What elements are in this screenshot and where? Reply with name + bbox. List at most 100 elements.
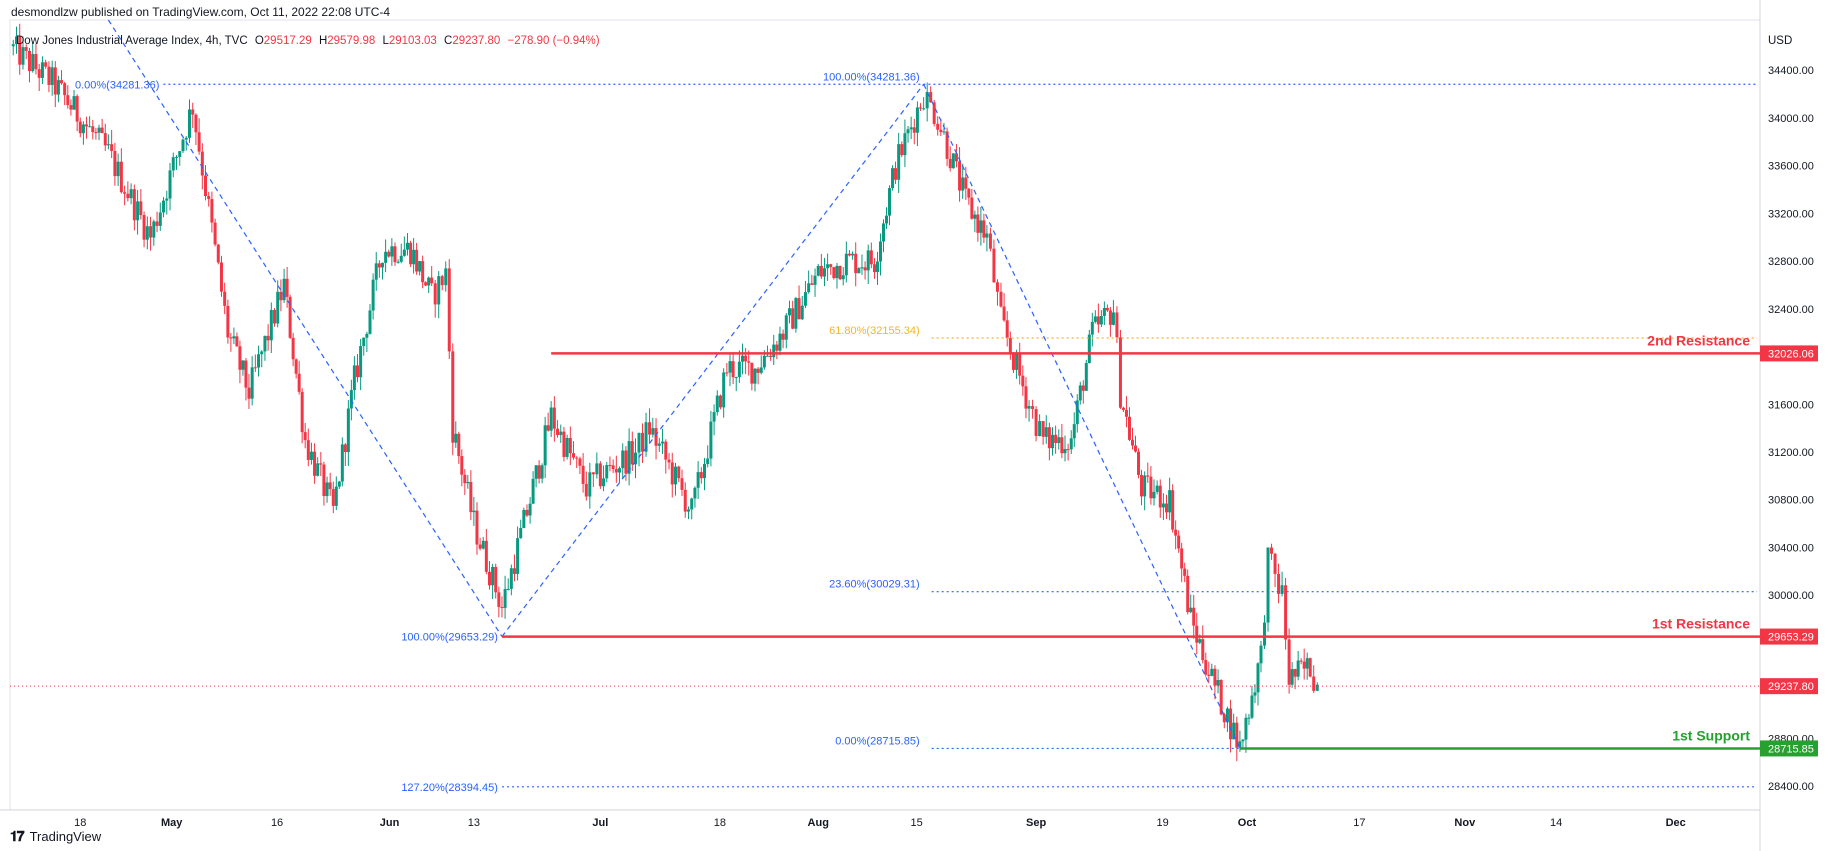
candle-body [500,606,504,608]
candle-body [88,126,92,128]
candle-body [509,568,513,589]
candle-body [784,315,788,340]
candle-body [588,472,592,497]
candle-body [226,305,230,338]
candle-body [1204,660,1208,675]
candle-body [552,407,556,429]
candle-body [614,469,618,473]
candle-body [677,466,681,479]
candle-body [297,373,301,392]
candle-body [945,131,949,159]
candle-body [444,268,448,286]
candle-body [63,83,67,96]
candle-body [27,50,31,72]
candle-body [775,344,779,351]
candle-body [1087,334,1091,364]
candle-body [197,132,201,152]
candle-body [253,367,257,369]
open-label: O [254,35,264,47]
candle-body [276,291,280,324]
last-price-tag [1760,678,1818,695]
candle-body [142,215,146,240]
candle-body [765,355,769,357]
x-tick-label: Jul [592,817,608,829]
candle-body [60,80,64,84]
candle-body [897,144,901,180]
candle-body [979,220,983,233]
candle-body [1066,449,1070,451]
candle-body [591,472,595,475]
brand-name: TradingView [29,829,102,844]
fib-level-label: 61.80%(32155.34) [829,325,920,337]
high-value: 29579.98 [327,35,376,47]
candle-body [40,62,44,78]
candle-body [368,310,372,334]
candle-body [437,276,441,305]
candle-body [621,450,625,469]
candle-body [995,282,999,292]
candle-body [881,223,885,242]
candle-body [405,242,409,250]
low-value: 29103.03 [388,35,437,47]
candle-body [145,226,149,240]
candle-body [973,214,977,219]
candle-body [409,242,413,265]
x-tick-label: May [161,817,183,829]
candle-body [537,465,541,479]
candle-body [657,443,661,446]
candle-body [91,126,95,133]
candle-body [734,377,738,379]
candle-body [644,422,648,452]
candle-body [791,308,795,329]
candle-body [857,268,861,274]
candle-body [460,456,464,475]
y-tick-label: 34000.00 [1768,113,1814,125]
candle-body [322,464,326,497]
candle-body [1293,669,1297,677]
candle-body [396,261,400,263]
candle-body [1121,407,1125,410]
fib-level-label: 23.60%(30029.31) [829,579,920,591]
candle-body [1124,409,1128,417]
candle-body [565,438,569,457]
candle-body [129,189,133,199]
candle-body [546,425,550,431]
candle-body [922,108,926,110]
candle-body [863,267,867,271]
candle-body [875,261,879,273]
candle-body [816,265,820,276]
candle-body [810,283,814,285]
level-price-label: 29653.29 [1768,632,1814,644]
candle-body [393,246,397,263]
candle-body [531,478,535,504]
symbol-name[interactable]: Dow Jones Industrial Average Index, 4h, … [16,35,248,47]
x-tick-label: Oct [1238,817,1257,829]
candle-body [313,451,317,476]
level-price-tag [1760,628,1818,645]
candle-body [362,337,366,347]
candle-body [769,355,773,358]
candle-body [648,422,652,435]
candle-body [578,458,582,466]
x-tick-label: 18 [714,817,726,829]
candle-body [309,451,313,460]
fib-level-label: 127.20%(28394.45) [401,782,498,794]
candle-body [1031,406,1035,410]
y-tick-label: 32800.00 [1768,256,1814,268]
tradingview-logo-icon: 𝟏𝟕 [10,828,25,844]
candle-body [1284,585,1288,640]
candle-body [200,151,204,176]
candle-body [939,129,943,133]
candle-body [204,175,208,197]
candle-body [110,144,114,151]
candle-body [66,95,70,106]
candle-body [549,407,553,431]
candle-body [559,431,563,436]
candle-body [152,221,156,238]
candle-body [1186,575,1190,613]
candle-body [725,372,729,374]
y-tick-label: 30800.00 [1768,495,1814,507]
level-label: 1st Resistance [1652,616,1750,632]
candle-body [1270,547,1274,554]
